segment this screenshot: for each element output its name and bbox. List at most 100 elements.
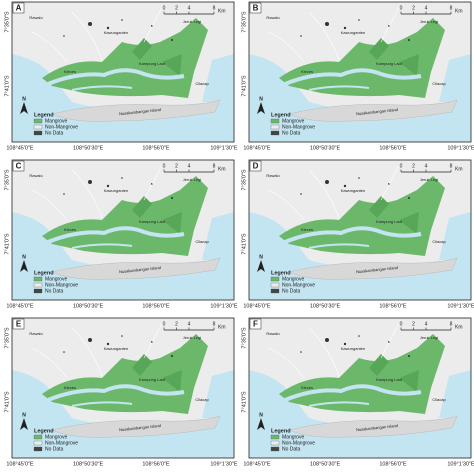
place-label: Kampung Laut (139, 377, 166, 382)
lon-label: 108°45'0"E (243, 303, 271, 309)
place-label: Cilacap (432, 397, 446, 402)
panel-letter-box (12, 2, 25, 14)
scale-unit: Km (218, 324, 226, 330)
legend-item: Non-Mangrove (45, 440, 78, 446)
legend-swatch (270, 282, 280, 288)
scale-tick-label: 2 (412, 163, 415, 169)
lat-label: 7°41'0"S (4, 75, 10, 96)
scale-tick-label: 8 (450, 163, 453, 169)
place-label: Kleces (301, 385, 313, 390)
place-label: Rawalo (266, 173, 280, 178)
place-label: Kampung Laut (139, 61, 166, 66)
panel-letter: F (253, 320, 258, 329)
scale-tick-label: 4 (425, 163, 428, 169)
north-letter: N (22, 96, 26, 102)
lon-label: 108°45'0"E (6, 303, 34, 309)
north-arrow (257, 418, 265, 430)
scale-unit: Km (455, 8, 463, 14)
lat-label: 7°35'0"S (241, 11, 247, 32)
legend-swatch (270, 288, 280, 294)
lon-label: 108°50'30"E (73, 461, 104, 467)
map-panel: E Rawalo Kawunganten Jeruk Legi Kampung Laut… (11, 317, 235, 459)
lat-label: 7°35'0"S (4, 327, 10, 348)
legend-item: Non-Mangrove (282, 282, 315, 288)
scale-tick-label: 4 (188, 5, 191, 11)
north-letter: N (259, 96, 263, 102)
north-arrow (257, 102, 265, 114)
panel-letter: A (16, 4, 22, 13)
legend-swatch (270, 434, 280, 440)
scale-tick-label: 8 (213, 321, 216, 327)
legend-item: Mangrove (282, 434, 304, 440)
legend-swatch (270, 446, 280, 452)
panel-letter: E (16, 320, 22, 329)
place-label: Cilacap (195, 81, 209, 86)
legend-title: Legend (34, 112, 54, 118)
scale-tick-label: 0 (163, 321, 166, 327)
lon-label: 108°45'0"E (243, 461, 271, 467)
legend-item: Mangrove (45, 276, 67, 282)
legend-item: Non-Mangrove (282, 440, 315, 446)
panel-frame (248, 1, 472, 143)
lon-label: 108°56'0"E (379, 461, 407, 467)
legend-swatch (270, 276, 280, 282)
place-label: Jeruk Legi (183, 335, 202, 340)
panel-letter-box (249, 2, 262, 14)
panel-letter: B (253, 4, 259, 13)
scale-tick-label: 4 (188, 163, 191, 169)
north-arrow (20, 260, 28, 272)
legend-swatch (33, 440, 43, 446)
scale-tick-label: 0 (400, 321, 403, 327)
lat-label: 7°35'0"S (241, 169, 247, 190)
place-label: Kleces (64, 69, 76, 74)
place-label: Jeruk Legi (420, 335, 439, 340)
legend-title: Legend (271, 428, 291, 434)
lon-label: 108°56'0"E (379, 145, 407, 151)
lon-label: 108°56'0"E (142, 461, 170, 467)
legend-item: Mangrove (282, 118, 304, 124)
place-label: Kleces (301, 227, 313, 232)
map-panel: C Rawalo Kawunganten Jeruk Legi Kampung Laut… (11, 159, 235, 301)
legend-title: Legend (271, 270, 291, 276)
legend-item: No Data (282, 446, 301, 452)
north-letter: N (22, 254, 26, 260)
lon-label: 108°56'0"E (142, 303, 170, 309)
lat-label: 7°41'0"S (241, 233, 247, 254)
scale-tick-label: 2 (175, 5, 178, 11)
lon-label: 109°1'30"E (447, 461, 474, 467)
panel-letter-box (249, 160, 262, 172)
north-letter: N (22, 412, 26, 418)
place-label: Rawalo (29, 15, 43, 20)
place-label: Jeruk Legi (420, 19, 439, 24)
place-label: Cilacap (432, 81, 446, 86)
legend-item: No Data (45, 288, 64, 294)
place-label: Rawalo (29, 173, 43, 178)
panel-letter-box (12, 160, 25, 172)
map-panel: F Rawalo Kawunganten Jeruk Legi Kampung Laut… (248, 317, 472, 459)
panel-frame (11, 1, 235, 143)
legend-title: Legend (34, 270, 54, 276)
legend-swatch (270, 440, 280, 446)
panel-frame (248, 317, 472, 459)
legend-item: Mangrove (282, 276, 304, 282)
lon-label: 108°50'30"E (310, 145, 341, 151)
panel-letter-box (12, 318, 25, 330)
scale-tick-label: 8 (450, 321, 453, 327)
legend-swatch (33, 276, 43, 282)
place-label: Nusakambangan Island (119, 423, 161, 432)
legend-swatch (270, 130, 280, 136)
place-label: Nusakambangan Island (356, 107, 398, 116)
place-label: Kawunganten (104, 30, 128, 35)
lon-label: 108°45'0"E (6, 461, 34, 467)
legend-swatch (270, 124, 280, 130)
map-panel: B Rawalo Kawunganten Jeruk Legi Kampung Laut… (248, 1, 472, 143)
lat-label: 7°41'0"S (241, 391, 247, 412)
panel-frame (248, 159, 472, 301)
lat-label: 7°35'0"S (4, 169, 10, 190)
place-label: Cilacap (195, 397, 209, 402)
lon-label: 108°50'30"E (73, 145, 104, 151)
scale-tick-label: 8 (213, 163, 216, 169)
scale-tick-label: 0 (400, 5, 403, 11)
place-label: Jeruk Legi (183, 177, 202, 182)
place-label: Nusakambangan Island (356, 265, 398, 274)
